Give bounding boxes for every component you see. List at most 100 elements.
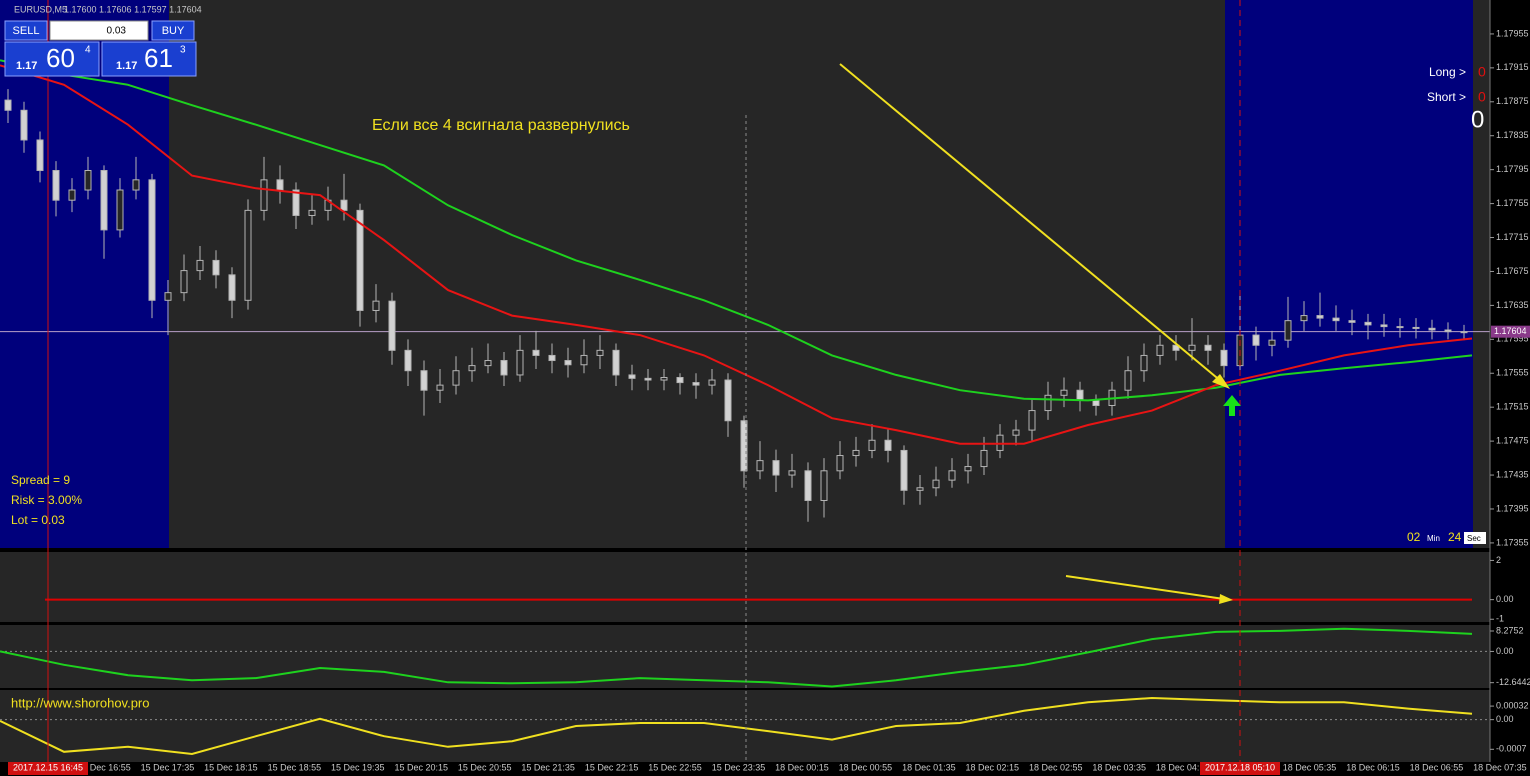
time-label: 15 Dec 16:55	[77, 762, 131, 772]
candle-body	[692, 382, 700, 386]
candle-body	[788, 470, 796, 476]
short-label: Short >	[1427, 90, 1466, 104]
candle-body	[1396, 326, 1404, 329]
y-tick-label: 1.17555	[1496, 368, 1529, 378]
signal-time: 2017.12.15 16:45	[13, 762, 83, 772]
candle-body	[612, 349, 620, 376]
candle-body	[1284, 320, 1292, 341]
candle-body	[1012, 429, 1020, 436]
candle-body	[468, 365, 476, 372]
candle-body	[644, 377, 652, 381]
long-count: 0	[1478, 64, 1486, 80]
bid-big: 1.17	[16, 60, 37, 72]
candle-body	[404, 349, 412, 372]
bid-box[interactable]	[4, 41, 100, 77]
candle-body	[244, 209, 252, 301]
arrow-head	[1212, 374, 1230, 389]
trade-panel: SELL 0.03 BUY 1.17 60 4 1.17 61 3	[4, 20, 197, 77]
candle-body	[100, 170, 108, 231]
time-label: 18 Dec 06:55	[1410, 762, 1464, 772]
y-tick-label: 1.17435	[1496, 469, 1529, 479]
candle-body	[1268, 339, 1276, 346]
candle-body	[516, 349, 524, 376]
candle-body	[820, 470, 828, 501]
time-label: 15 Dec 18:15	[204, 762, 258, 772]
candle-body	[868, 439, 876, 451]
candle-body	[452, 370, 460, 386]
arrow-head	[1219, 594, 1233, 604]
y-tick-label: 1.17835	[1496, 130, 1529, 140]
candle-body	[388, 300, 396, 351]
candle-body	[1364, 321, 1372, 326]
candle-body	[1220, 349, 1228, 367]
candle-body	[708, 379, 716, 386]
price-tag-label: 1.17604	[1494, 326, 1527, 336]
candle-body	[1172, 344, 1180, 351]
y-tick-label: 0.00	[1496, 714, 1514, 724]
y-tick-label: 1.17915	[1496, 62, 1529, 72]
indicator-pane	[0, 690, 1490, 762]
candle-body	[1156, 344, 1164, 356]
y-tick-label: 1.17515	[1496, 402, 1529, 412]
session-zone	[0, 0, 169, 548]
url: http://www.shorohov.pro	[11, 695, 150, 710]
candle-body	[1300, 315, 1308, 322]
candle-body	[980, 449, 988, 468]
y-tick-label: 1.17955	[1496, 28, 1529, 38]
candle-body	[1252, 334, 1260, 346]
candle-body	[1028, 410, 1036, 431]
time-label: 18 Dec 01:35	[902, 762, 956, 772]
candle-body	[276, 179, 284, 191]
y-tick-label: -1	[1496, 614, 1504, 624]
buy-label: BUY	[162, 25, 185, 37]
candle-body	[1348, 320, 1356, 323]
ask-big: 1.17	[116, 60, 137, 72]
buy-arrow	[1223, 395, 1241, 416]
time-label: 15 Dec 20:15	[394, 762, 448, 772]
candle-body	[628, 374, 636, 379]
candle-body	[884, 439, 892, 451]
long-label: Long >	[1429, 65, 1466, 79]
y-tick-label: 0.00	[1496, 594, 1514, 604]
ask-box[interactable]	[101, 41, 197, 77]
candle-body	[196, 259, 204, 272]
quote: 1.17600 1.17606 1.17597 1.17604	[64, 4, 202, 14]
y-tick-label: 1.17795	[1496, 164, 1529, 174]
signal-time-box	[8, 762, 88, 775]
sell-button[interactable]	[4, 20, 48, 41]
time-label: 15 Dec 18:55	[268, 762, 322, 772]
lot: Lot = 0.03	[11, 513, 65, 527]
buy-button[interactable]	[151, 20, 195, 41]
time-label: 15 Dec 20:55	[458, 762, 512, 772]
y-tick-label: -12.6442	[1496, 677, 1530, 687]
time-label: 18 Dec 06:15	[1346, 762, 1400, 772]
y-tick-label: 1.17635	[1496, 300, 1529, 310]
pointer-arrow	[839, 63, 1223, 383]
candle-body	[948, 470, 956, 481]
candle-body	[292, 189, 300, 216]
time-label: 15 Dec 19:35	[331, 762, 385, 772]
sec-box	[1464, 532, 1486, 544]
candle-body	[532, 349, 540, 356]
y-tick-label: 1.17755	[1496, 198, 1529, 208]
candle-body	[676, 376, 684, 384]
candle-body	[660, 376, 668, 381]
candle-body	[132, 179, 140, 191]
spread: Spread = 9	[11, 473, 70, 487]
candle-body	[548, 354, 556, 362]
indicator-line	[0, 64, 1473, 445]
candle-body	[852, 449, 860, 457]
session-zone	[1225, 0, 1473, 548]
lot-input[interactable]	[49, 20, 149, 41]
candle-body	[1076, 389, 1084, 401]
candle-body	[580, 354, 588, 366]
candle-body	[356, 209, 364, 311]
y-tick-label: 1.17475	[1496, 435, 1529, 445]
timer-seconds: 24	[1448, 530, 1462, 544]
y-tick-label: 1.17875	[1496, 96, 1529, 106]
candle-body	[564, 360, 572, 366]
sell-label: SELL	[13, 25, 40, 37]
candle-body	[836, 455, 844, 472]
candle-body	[420, 370, 428, 391]
timer-min-unit: Min	[1427, 534, 1440, 543]
